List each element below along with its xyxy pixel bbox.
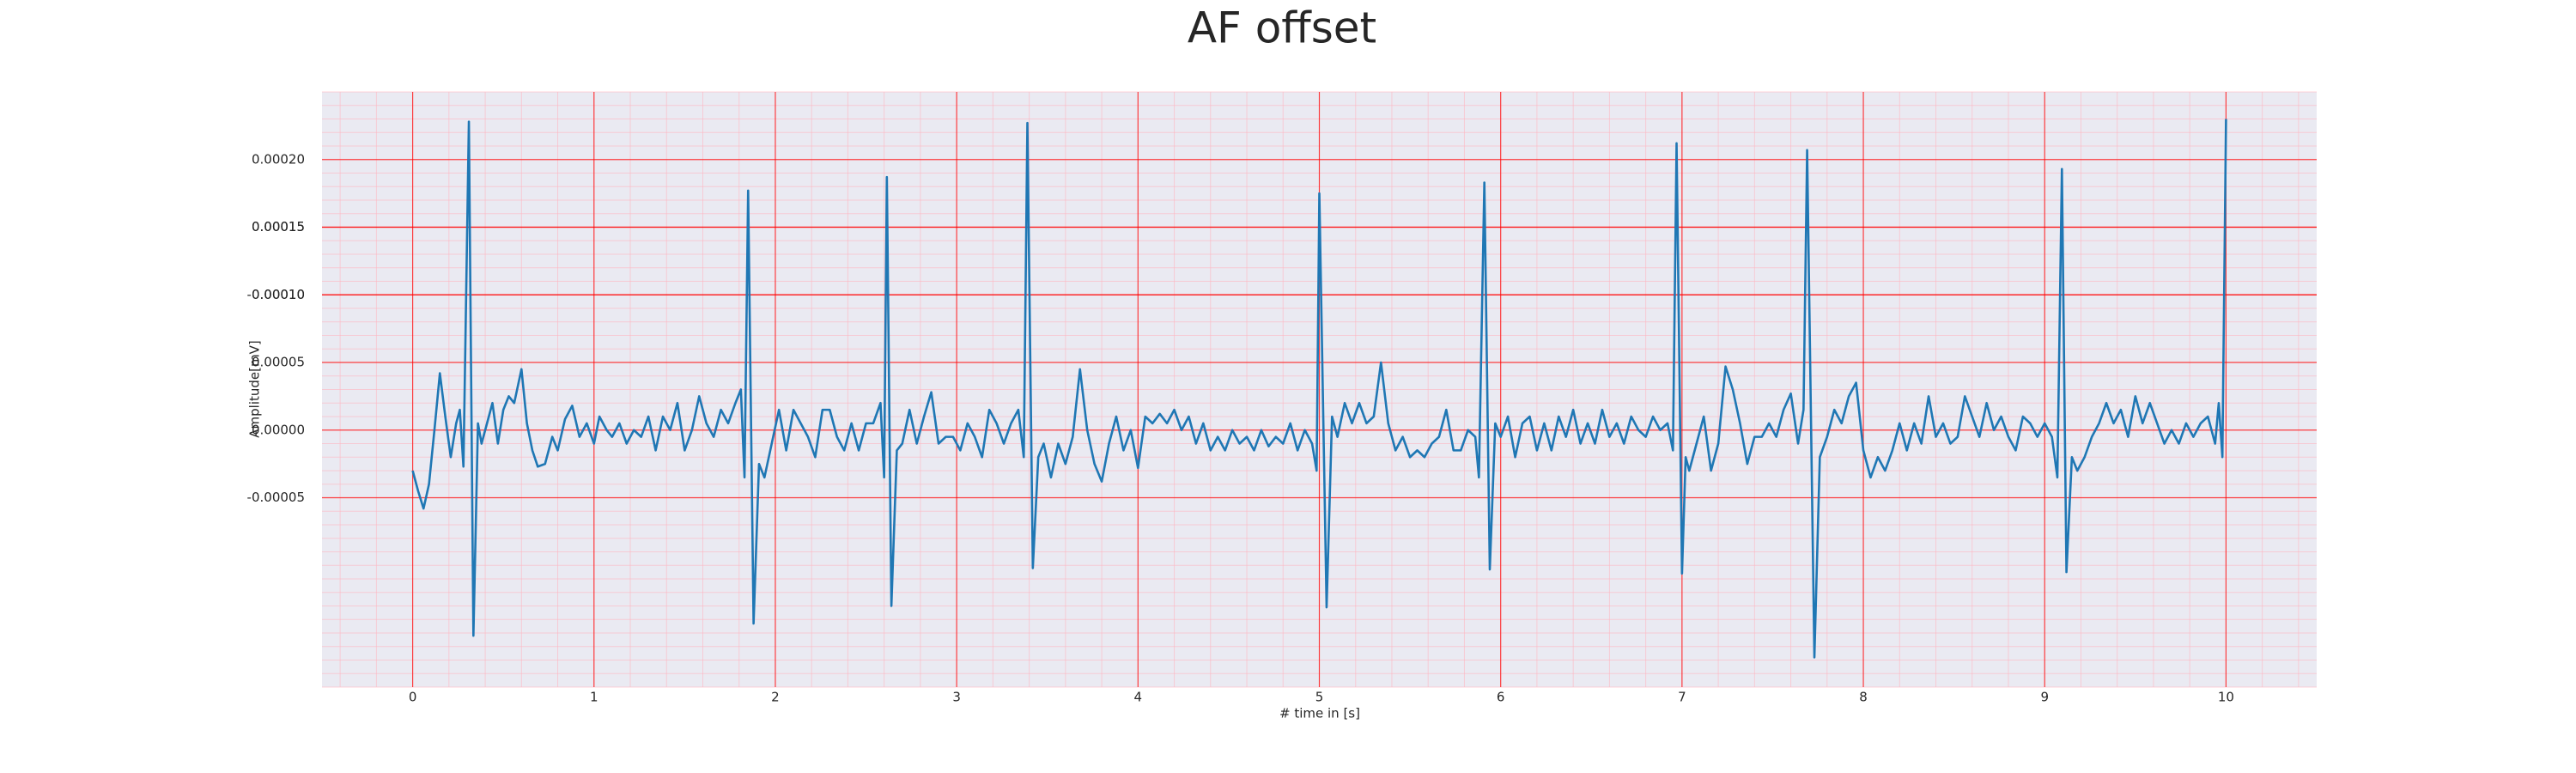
x-tick-label: 7 [1678, 690, 1686, 705]
x-tick-label: 1 [590, 690, 598, 705]
y-tick-label: 0.00015 [252, 219, 305, 234]
y-tick-label: -0.00005 [247, 490, 305, 505]
grid [322, 91, 2317, 688]
x-tick-label: 6 [1497, 690, 1505, 705]
y-tick-label: 0.00020 [252, 151, 305, 167]
x-tick-label: 4 [1134, 690, 1143, 705]
y-tick-label: 0.00000 [252, 422, 305, 437]
x-tick-label: 10 [2218, 690, 2234, 705]
y-tick-label: 0.00010 [252, 287, 305, 302]
x-tick-label: 5 [1315, 690, 1324, 705]
x-tick-label: 2 [771, 690, 780, 705]
y-tick-label: 0.00005 [252, 355, 305, 370]
x-tick-label: 3 [952, 690, 961, 705]
x-tick-label: 0 [409, 690, 417, 705]
chart-title: AF offset [1188, 3, 1376, 53]
y-tick-label: 0.00015 [252, 219, 305, 234]
y-axis-label: Amplitude[mV] [247, 340, 263, 437]
x-tick-label: 9 [2040, 690, 2049, 705]
x-axis-label: # time in [s] [1279, 706, 1360, 721]
y-tick-label: -0.00010 [247, 287, 305, 302]
signal-line [411, 119, 2227, 659]
x-tick-label: 8 [1859, 690, 1868, 705]
